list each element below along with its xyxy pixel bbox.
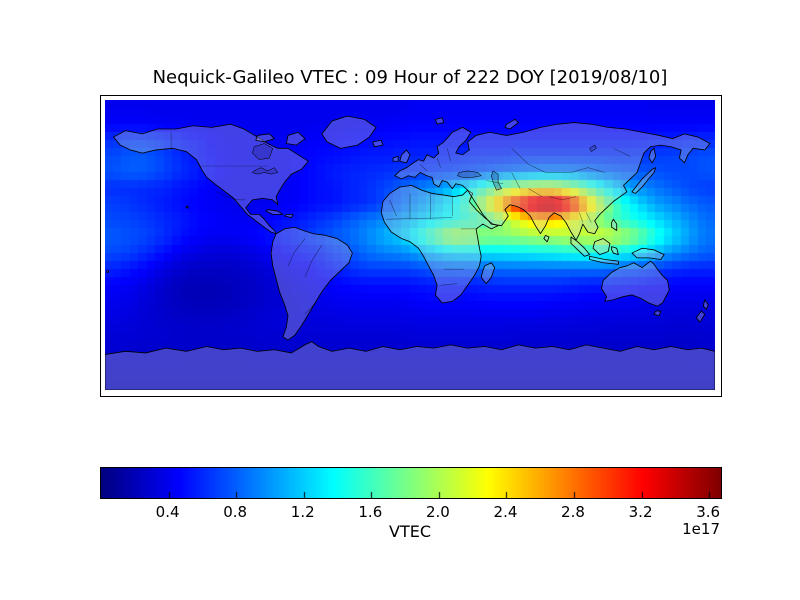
country-border-lines	[170, 132, 631, 315]
colorbar: 0.4 0.8 1.2 1.6 2.0 2.4 2.8 3.2 3.6 VTEC…	[100, 467, 722, 545]
coastline-australia	[601, 260, 670, 317]
coastline-greenland	[321, 115, 377, 149]
colorbar-tick-label: 2.4	[493, 503, 518, 521]
coastline-antarctica	[105, 341, 715, 390]
coastline-south-america	[270, 226, 353, 341]
world-map-overlay	[105, 115, 715, 390]
colorbar-gradient	[100, 467, 722, 499]
coastlines	[105, 115, 715, 390]
colorbar-tick-label: 2.8	[561, 503, 585, 521]
coastline-north-america	[113, 123, 309, 235]
colorbar-tick-label: 3.2	[628, 503, 653, 521]
colorbar-tick-label: 1.2	[290, 503, 315, 521]
vtec-heatmap	[105, 100, 715, 390]
colorbar-tick-label: 1.6	[358, 503, 383, 521]
colorbar-axis-label: VTEC	[389, 522, 431, 541]
colorbar-tick-label: 0.8	[223, 503, 248, 521]
colorbar-tick-label: 0.4	[155, 503, 180, 521]
coastline-islands	[106, 139, 709, 323]
colorbar-exponent-label: 1e17	[682, 520, 720, 538]
lake-outlines	[251, 143, 597, 191]
map-axes-frame	[100, 95, 722, 397]
coastline-eurasia	[394, 122, 711, 241]
chart-title: Nequick-Galileo VTEC : 09 Hour of 222 DO…	[152, 67, 668, 88]
coastline-africa	[380, 184, 499, 304]
country-borders	[170, 132, 631, 315]
colorbar-tick-label: 3.6	[696, 503, 721, 521]
colorbar-tick-labels: 0.4 0.8 1.2 1.6 2.0 2.4 2.8 3.2 3.6	[100, 503, 720, 521]
coastline-arctic-islands	[255, 117, 519, 146]
lakes	[251, 143, 597, 191]
colorbar-tick-label: 2.0	[425, 503, 450, 521]
